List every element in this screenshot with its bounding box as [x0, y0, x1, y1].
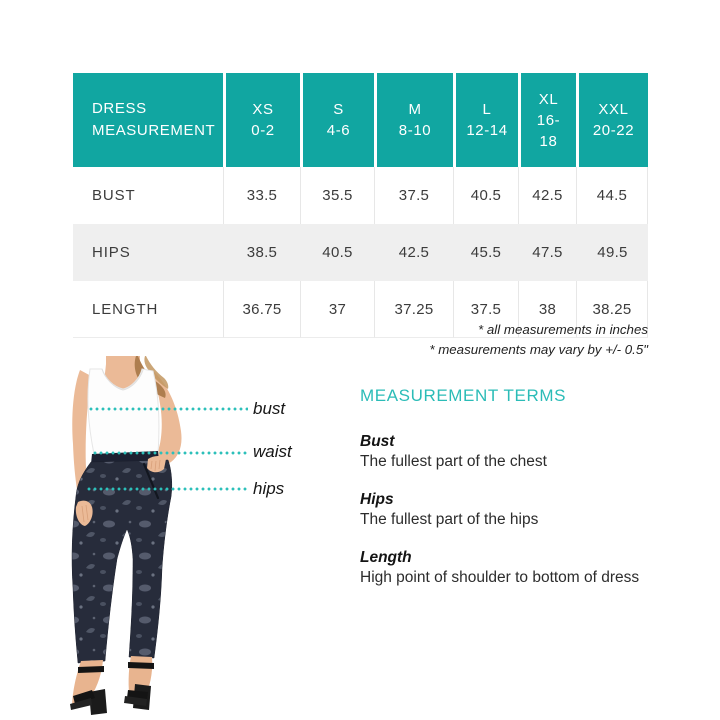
- hips-label: hips: [253, 479, 285, 498]
- measurement-terms-section: MEASUREMENT TERMS Bust The fullest part …: [360, 386, 680, 606]
- term-bust-name: Bust: [360, 433, 395, 450]
- footnote-units: * all measurements in inches: [478, 322, 648, 337]
- footnote-variance: * measurements may vary by +/- 0.5": [429, 342, 648, 357]
- cell-hips-l: 45.5: [453, 224, 518, 281]
- left-sandal-sole: [70, 698, 92, 710]
- cell-bust-xxl: 44.5: [576, 167, 648, 224]
- row-label-length: LENGTH: [73, 281, 223, 338]
- model-photo: [70, 356, 182, 715]
- bust-label: bust: [253, 399, 286, 418]
- term-length: Length High point of shoulder to bottom …: [360, 548, 680, 587]
- model-left-hand: [75, 500, 93, 526]
- model-pants: [71, 459, 173, 664]
- cell-length-l: 37.5: [453, 281, 518, 338]
- waist-dotted-line: [92, 451, 248, 455]
- term-bust: Bust The fullest part of the chest: [360, 432, 680, 471]
- term-hips: Hips The fullest part of the hips: [360, 490, 680, 529]
- right-sandal-ankle-strap: [128, 662, 154, 669]
- table-title: DRESS MEASUREMENT: [92, 100, 216, 139]
- header-col-xl: XL 16-18: [518, 73, 576, 167]
- table-header-dress-measurement: DRESS MEASUREMENT: [73, 73, 223, 167]
- header-col-l: L 12-14: [453, 73, 518, 167]
- row-label-hips: HIPS: [73, 224, 223, 281]
- cell-length-m: 37.25: [374, 281, 453, 338]
- bust-dotted-line: [88, 407, 248, 411]
- cell-hips-xl: 47.5: [518, 224, 576, 281]
- term-hips-definition: The fullest part of the hips: [360, 511, 539, 528]
- cell-length-xs: 36.75: [223, 281, 300, 338]
- term-bust-definition: The fullest part of the chest: [360, 453, 547, 470]
- cell-hips-xs: 38.5: [223, 224, 300, 281]
- size-chart-table: DRESS MEASUREMENT XS 0-2 S 4-6 M 8-10 L …: [73, 73, 648, 338]
- cell-hips-xxl: 49.5: [576, 224, 648, 281]
- cell-hips-m: 42.5: [374, 224, 453, 281]
- term-length-name: Length: [360, 549, 412, 566]
- row-label-bust: BUST: [73, 167, 223, 224]
- right-sandal-sole: [124, 696, 147, 706]
- waist-label: waist: [253, 442, 292, 461]
- cell-hips-s: 40.5: [300, 224, 374, 281]
- table-footnotes: * all measurements in inches * measureme…: [429, 322, 648, 358]
- model-tank-top: [87, 368, 160, 455]
- header-col-xxl: XXL 20-22: [576, 73, 648, 167]
- model-pocket: [142, 462, 160, 500]
- left-sandal-toe-strap: [73, 690, 95, 704]
- cell-length-xxl: 38.25: [576, 281, 648, 338]
- header-col-xs: XS 0-2: [223, 73, 300, 167]
- hips-dotted-line: [86, 487, 248, 491]
- cell-length-xl: 38: [518, 281, 576, 338]
- term-hips-name: Hips: [360, 491, 394, 508]
- term-length-definition: High point of shoulder to bottom of dres…: [360, 569, 640, 586]
- cell-bust-xl: 42.5: [518, 167, 576, 224]
- model-right-arm: [148, 371, 182, 467]
- left-sandal-ankle-strap: [78, 666, 104, 673]
- measurement-terms-title: MEASUREMENT TERMS: [360, 386, 567, 405]
- cell-bust-xs: 33.5: [223, 167, 300, 224]
- header-col-s: S 4-6: [300, 73, 374, 167]
- header-col-m: M 8-10: [374, 73, 453, 167]
- cell-bust-s: 35.5: [300, 167, 374, 224]
- model-right-hand: [147, 456, 166, 473]
- cell-bust-m: 37.5: [374, 167, 453, 224]
- cell-length-s: 37: [300, 281, 374, 338]
- cell-bust-l: 40.5: [453, 167, 518, 224]
